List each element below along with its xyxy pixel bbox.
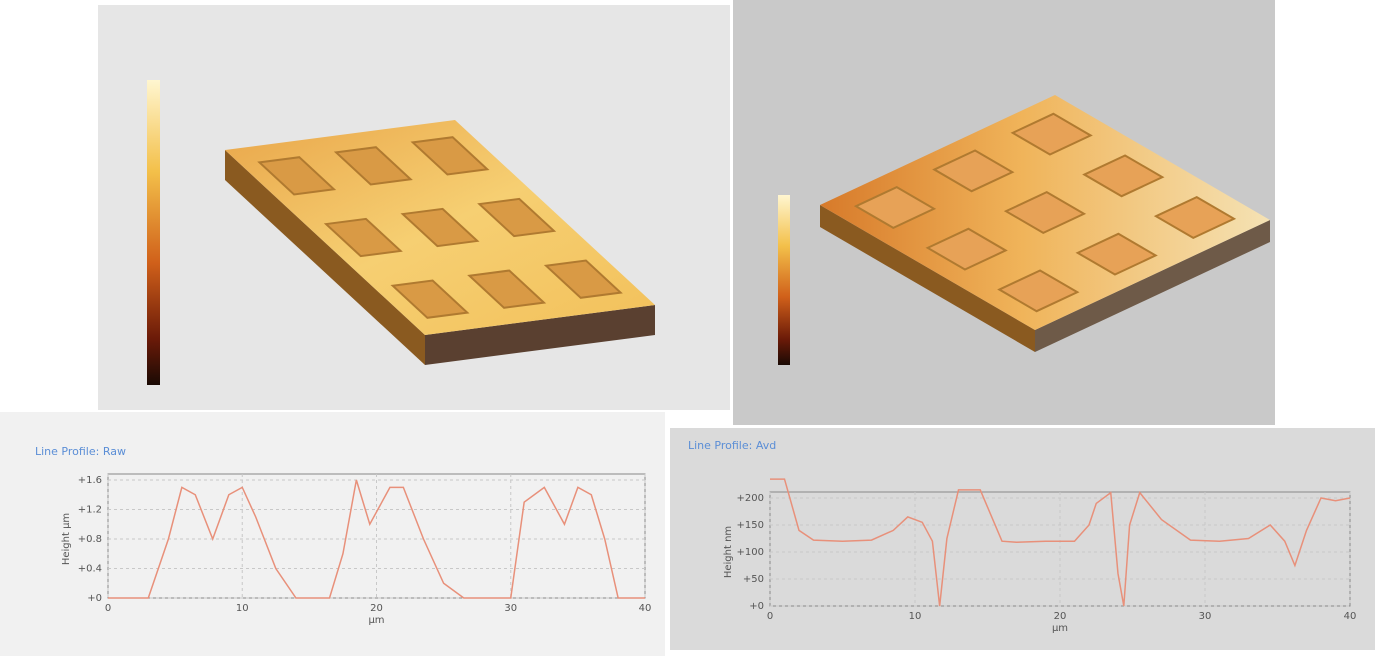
y-tick-label: +200 [737, 493, 764, 504]
panel-profile-right [670, 428, 1375, 650]
x-tick-label: 0 [767, 611, 773, 622]
y-tick-label: +150 [737, 520, 764, 531]
color-bar [778, 195, 790, 365]
figure: Line Profile: Raw +0 +0.4 +0.8 +1.2 +1.6 0 10 20… [0, 0, 1380, 656]
y-tick-label: +100 [737, 547, 764, 558]
x-tick-label: 20 [370, 603, 383, 614]
y-tick-label: +0 [87, 593, 102, 604]
chart-title: Line Profile: Raw [35, 445, 126, 458]
y-axis-label: Height nm [723, 526, 734, 578]
x-tick-label: 30 [1199, 611, 1212, 622]
color-bar [147, 80, 160, 385]
x-tick-label: 40 [639, 603, 652, 614]
x-tick-label: 30 [504, 603, 517, 614]
x-axis-label: µm [1052, 623, 1068, 634]
chart-title: Line Profile: Avd [688, 439, 776, 452]
y-tick-label: +0.4 [78, 564, 102, 575]
x-tick-label: 0 [105, 603, 111, 614]
y-tick-label: +1.2 [78, 505, 102, 516]
x-tick-label: 10 [909, 611, 922, 622]
x-tick-label: 40 [1344, 611, 1357, 622]
y-tick-label: +1.6 [78, 475, 102, 486]
y-tick-label: +50 [743, 574, 764, 585]
x-tick-label: 10 [236, 603, 249, 614]
x-axis-label: µm [368, 615, 384, 626]
y-tick-label: +0 [749, 601, 764, 612]
y-tick-label: +0.8 [78, 534, 102, 545]
y-axis-label: Height µm [61, 513, 72, 565]
x-tick-label: 20 [1054, 611, 1067, 622]
